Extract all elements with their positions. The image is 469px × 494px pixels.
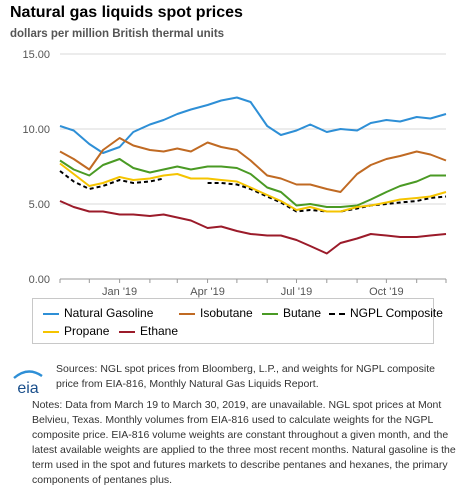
x-tick-label: Oct '19 [369,286,404,298]
chart-title: Natural gas liquids spot prices [10,4,243,21]
legend-label: Butane [283,306,322,320]
legend-label: Isobutane [200,306,253,320]
logo-arc [13,370,43,379]
series-line-ethane [59,200,447,255]
legend: Natural Gasoline Isobutane Butane NGPL C… [32,298,443,344]
y-tick-label: 10.00 [22,124,50,136]
legend-label: Natural Gasoline [64,306,154,320]
legend-swatch [329,313,345,315]
y-tick-label: 0.00 [29,274,50,286]
x-tick-label: Jan '19 [102,286,137,298]
legend-swatch [43,331,59,333]
chart-subtitle: dollars per million British thermal unit… [10,28,225,40]
series-lines [59,96,447,255]
x-tick-label: Apr '19 [190,286,225,298]
series-line-isobutane [59,137,447,193]
series-line-ngpl-composite [59,170,447,213]
y-tick-label: 15.00 [22,49,50,61]
eia-logo: eia [13,370,43,396]
legend-label: Ethane [140,324,179,338]
legend-swatch [179,313,195,315]
notes-text: Notes: Data from March 19 to March 30, 2… [32,399,456,486]
series-line-butane [59,158,446,208]
legend-swatch [262,313,278,315]
y-tick-label: 5.00 [29,199,50,211]
axes: 0.00 5.00 10.00 15.00 Jan '19 Apr '19 Jul '19 O… [22,49,447,298]
legend-label: NGPL Composite [350,306,443,320]
legend-swatch [119,331,135,333]
series-line-propane [59,162,447,213]
line-chart: 0.00 5.00 10.00 15.00 Jan '19 Apr '19 Jul '19 O… [22,49,447,298]
legend-label: Propane [64,324,110,338]
legend-swatch [43,313,59,315]
sources-note: Sources: NGL spot prices from Bloomberg,… [56,363,435,390]
x-tick-label: Jul '19 [281,286,312,298]
series-line-natural-gasoline [59,96,447,154]
logo-text: eia [17,380,38,396]
